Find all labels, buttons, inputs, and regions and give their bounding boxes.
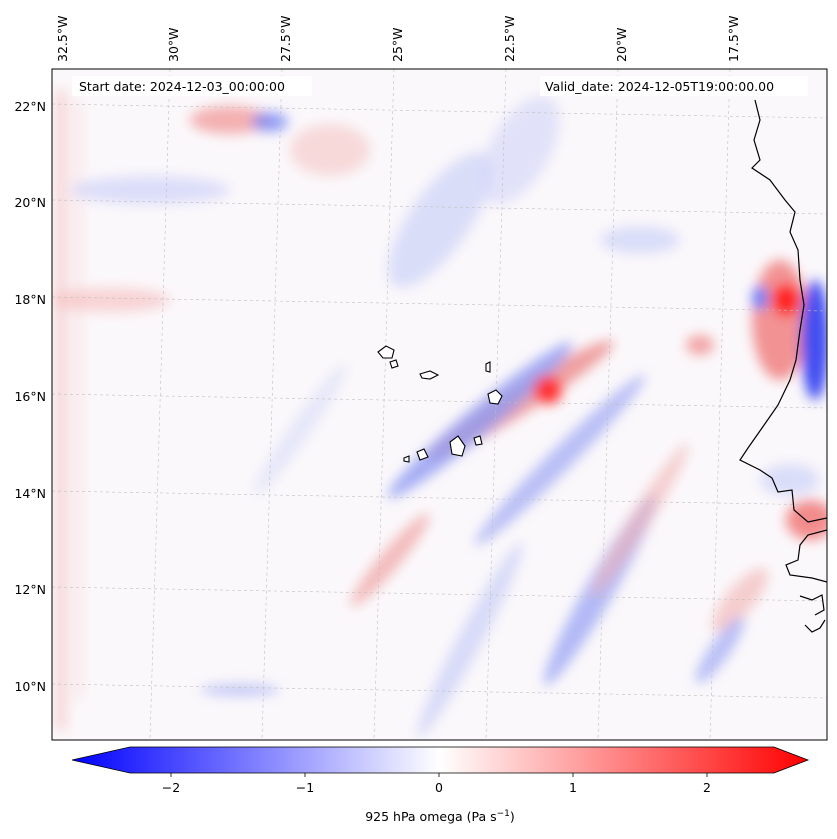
lat-label: 12°N <box>14 582 46 597</box>
colorbar-bar <box>71 746 810 774</box>
latitude-labels: 22°N 20°N 18°N 16°N 14°N 12°N 10°N <box>14 99 46 694</box>
colorbar-tick: 0 <box>435 780 443 795</box>
longitude-labels: 32.5°W 30°W 27.5°W 25°W 22.5°W 20°W 17.5… <box>55 16 741 62</box>
lat-label: 10°N <box>14 679 46 694</box>
graticule <box>52 69 827 740</box>
omega-field <box>52 69 827 740</box>
start-date-box <box>72 76 312 96</box>
islands <box>377 345 503 463</box>
lon-label: 25°W <box>390 27 405 62</box>
lon-label: 32.5°W <box>55 16 70 62</box>
colorbar: −2 −1 0 1 2 925 hPa omega (Pa s−1) <box>71 746 810 824</box>
lon-label: 30°W <box>166 27 181 62</box>
colorbar-tick: −2 <box>162 780 180 795</box>
lon-label: 20°W <box>614 27 629 62</box>
map-frame <box>51 68 828 741</box>
colorbar-label-prefix: 925 hPa omega (Pa s <box>365 809 496 824</box>
lat-label: 22°N <box>14 99 46 114</box>
colorbar-tick: −1 <box>296 780 314 795</box>
lat-label: 20°N <box>14 195 46 210</box>
coastline <box>739 99 827 633</box>
lon-label: 17.5°W <box>726 16 741 62</box>
start-date-label: Start date: 2024-12-03_00:00:00 <box>79 79 285 94</box>
valid-date-box <box>540 76 808 96</box>
colorbar-label: 925 hPa omega (Pa s−1) <box>365 809 515 824</box>
lat-label: 14°N <box>14 486 46 501</box>
lon-label: 27.5°W <box>278 16 293 62</box>
colorbar-label-exponent: −1 <box>497 809 510 819</box>
colorbar-label-suffix: ) <box>510 809 515 824</box>
lat-label: 18°N <box>14 292 46 307</box>
valid-date-label: Valid_date: 2024-12-05T19:00:00.00 <box>545 79 774 94</box>
lon-label: 22.5°W <box>502 16 517 62</box>
colorbar-tick: 2 <box>703 780 711 795</box>
colorbar-tick: 1 <box>569 780 577 795</box>
lat-label: 16°N <box>14 389 46 404</box>
